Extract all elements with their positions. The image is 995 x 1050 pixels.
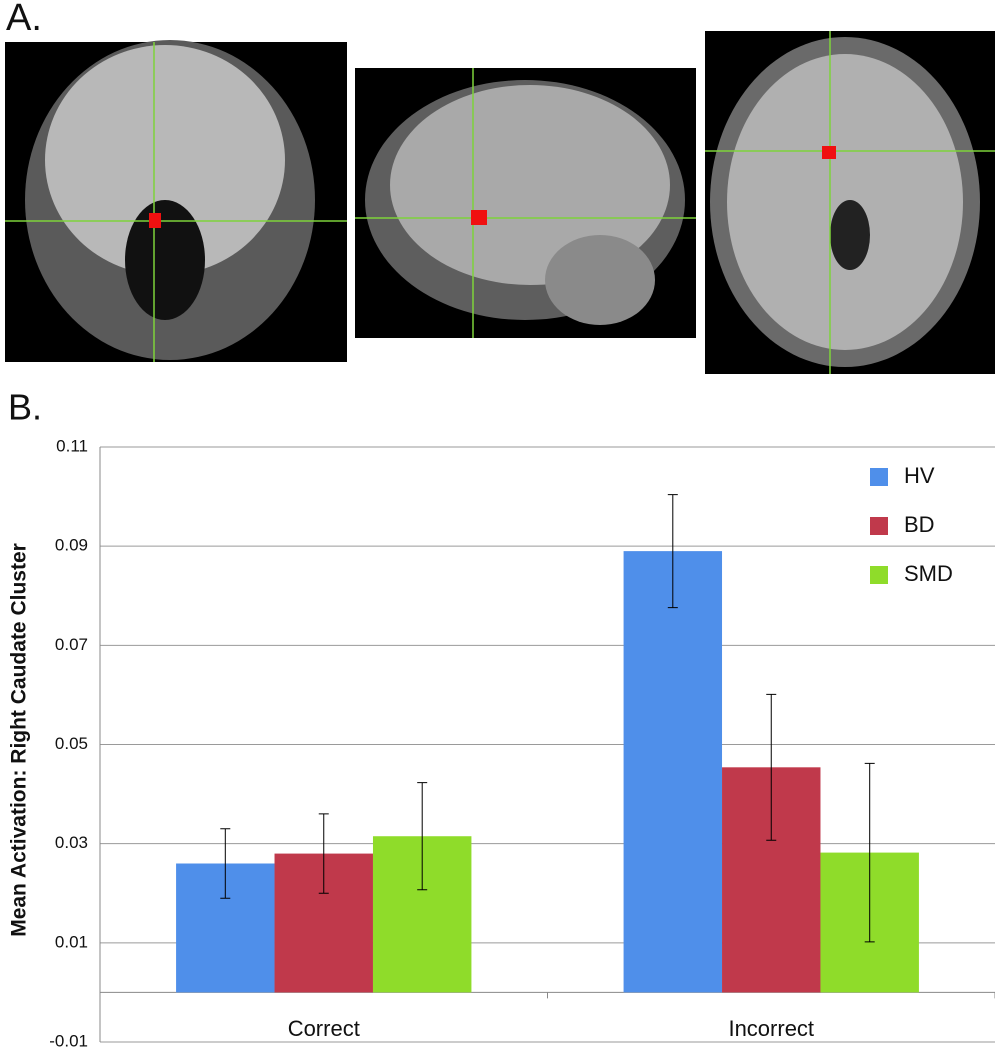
error-bar (766, 693, 777, 841)
error-bar (417, 782, 428, 891)
error-bar (667, 494, 678, 609)
legend-label: SMD (904, 561, 953, 586)
x-tick-label: Correct (288, 1016, 360, 1041)
legend-label: BD (904, 512, 935, 537)
mri-sagittal (355, 68, 696, 338)
bar (623, 551, 723, 993)
y-tick-label: 0.01 (55, 932, 88, 951)
x-tick-label: Incorrect (728, 1016, 814, 1041)
y-axis-label: Mean Activation: Right Caudate Cluster (8, 543, 31, 937)
error-bar (864, 762, 875, 943)
y-tick-label: 0.09 (55, 536, 88, 555)
y-tick-label: 0.11 (56, 436, 88, 455)
panel-label: B. (8, 387, 42, 428)
mri-coronal (5, 40, 347, 362)
legend-swatch (870, 517, 888, 535)
panel-label: A. (6, 0, 42, 39)
error-bar (318, 813, 329, 894)
y-tick-label: 0.03 (55, 833, 88, 852)
y-tick-label: 0.07 (55, 635, 88, 654)
y-tick-label: -0.01 (49, 1031, 88, 1050)
mri-axial (705, 31, 995, 374)
legend-label: HV (904, 463, 935, 488)
error-bar (220, 828, 231, 899)
legend-swatch (870, 566, 888, 584)
legend-swatch (870, 468, 888, 486)
y-tick-label: 0.05 (55, 734, 88, 753)
